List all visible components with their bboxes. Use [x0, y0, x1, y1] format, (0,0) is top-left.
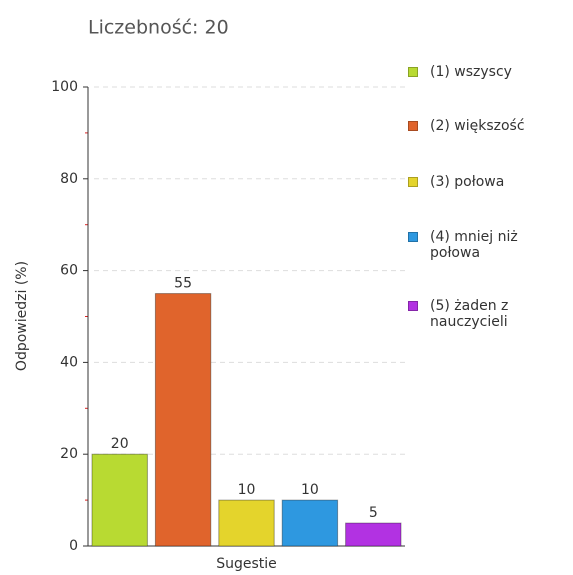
bar: [345, 522, 402, 547]
y-tick-label: 100: [51, 79, 78, 95]
legend-swatch: [408, 301, 418, 311]
bar: [281, 499, 339, 547]
value-label: 10: [301, 482, 319, 498]
legend-swatch: [408, 121, 418, 131]
legend-item: (3) połowa: [408, 174, 568, 190]
x-tick-label: Sugestie: [216, 556, 277, 572]
chart-title: Liczebność: 20: [88, 17, 229, 39]
legend-label: (3) połowa: [430, 174, 505, 190]
value-label: 10: [238, 482, 256, 498]
bar: [218, 499, 275, 547]
value-label: 55: [174, 276, 192, 292]
legend-label: (4) mniej niż połowa: [430, 229, 518, 261]
legend-label: (2) większość: [430, 118, 525, 134]
bar: [154, 293, 212, 547]
y-tick-label: 80: [60, 171, 78, 187]
y-tick-label: 40: [60, 354, 78, 370]
legend-item: (2) większość: [408, 118, 568, 134]
legend-item: (4) mniej niż połowa: [408, 229, 568, 261]
legend-label: (1) wszyscy: [430, 64, 512, 80]
legend-label: (5) żaden z nauczycieli: [430, 298, 509, 330]
legend-item: (5) żaden z nauczycieli: [408, 298, 568, 330]
y-axis-label: Odpowiedzi (%): [14, 261, 30, 371]
bar: [91, 453, 148, 547]
value-label: 20: [111, 436, 129, 452]
y-tick-label: 20: [60, 446, 78, 462]
y-tick-label: 0: [69, 538, 78, 554]
value-label: 5: [369, 505, 378, 521]
y-tick-label: 60: [60, 263, 78, 279]
legend-item: (1) wszyscy: [408, 64, 568, 80]
legend-swatch: [408, 232, 418, 242]
legend-swatch: [408, 67, 418, 77]
legend-swatch: [408, 177, 418, 187]
